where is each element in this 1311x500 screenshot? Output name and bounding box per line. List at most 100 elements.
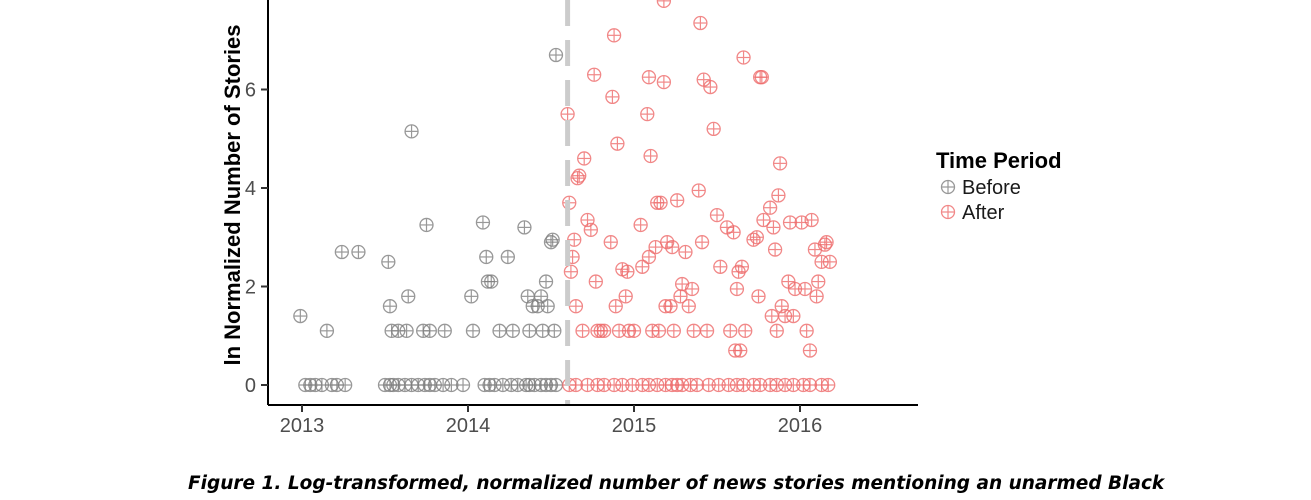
data-point-after [754, 70, 769, 85]
data-point-after [733, 343, 748, 358]
data-point-after [577, 151, 592, 166]
data-point-after [804, 212, 819, 228]
data-point-before [293, 308, 308, 324]
data-point-after [699, 323, 715, 338]
data-point-after [641, 70, 657, 85]
data-point-after [723, 323, 738, 338]
data-point-after [751, 289, 766, 304]
data-point-after [774, 299, 789, 314]
data-point-after [670, 193, 685, 208]
data-point-after [588, 274, 603, 289]
data-point-after [822, 254, 838, 270]
data-point-after [821, 377, 836, 393]
legend-title: Time Period [936, 148, 1062, 173]
data-point-after [610, 136, 625, 151]
data-point-after [809, 289, 824, 304]
y-tick-label: 2 [245, 277, 256, 299]
data-point-after [684, 281, 700, 297]
data-point-after [738, 323, 753, 338]
data-point-before [517, 220, 532, 235]
data-point-before [334, 244, 349, 260]
data-point-after [653, 195, 668, 210]
y-axis-ticks: 0 2 4 6 [245, 80, 268, 397]
data-point-after [635, 259, 650, 274]
data-point-after [563, 264, 579, 279]
data-point-after [656, 74, 672, 90]
data-point-after [767, 242, 783, 257]
x-tick-label: 2016 [778, 415, 823, 437]
figure-caption: Figure 1. Log-transformed, normalized nu… [188, 473, 1165, 494]
data-point-after [696, 72, 711, 87]
data-point-before [545, 232, 560, 247]
data-point-before [464, 289, 479, 304]
legend-label-after: After [962, 202, 1005, 224]
data-point-before [465, 323, 481, 338]
data-point-after [762, 200, 778, 215]
data-point-after [703, 79, 718, 95]
x-tick-label: 2014 [446, 415, 491, 437]
data-point-after [640, 106, 655, 122]
data-point-before [338, 377, 353, 393]
data-point-before [455, 377, 471, 393]
data-point-after [802, 343, 818, 358]
data-point-before [399, 323, 414, 338]
data-point-after [713, 259, 728, 274]
data-point-before [479, 249, 494, 265]
data-point-after [615, 262, 630, 277]
data-point-before [505, 323, 520, 338]
data-point-after [811, 274, 826, 289]
data-point-after [656, 0, 672, 8]
data-point-before [382, 299, 398, 314]
data-point-before [419, 217, 434, 233]
data-point-after [734, 259, 750, 274]
data-point-before [533, 289, 549, 304]
data-point-after [746, 232, 761, 247]
data-point-after [567, 232, 582, 247]
data-point-before [437, 323, 452, 338]
data-point-after [709, 207, 725, 223]
data-point-after [756, 212, 771, 228]
data-point-after [605, 89, 620, 105]
data-point-after [641, 249, 657, 265]
data-point-before [475, 215, 491, 230]
data-point-before [548, 47, 564, 63]
data-point-after [691, 183, 706, 198]
data-point-after [736, 50, 751, 65]
data-point-after [686, 323, 701, 338]
data-point-after [802, 377, 818, 393]
data-point-after [772, 156, 788, 171]
data-point-after [799, 323, 814, 338]
data-point-before [540, 299, 555, 314]
points-layer [293, 0, 838, 393]
data-point-after [665, 239, 680, 255]
y-axis-title: ln Normalized Number of Stories [220, 24, 245, 365]
data-point-after [666, 323, 681, 338]
data-point-after [766, 220, 781, 235]
data-point-after [587, 67, 602, 82]
data-point-after [726, 225, 741, 240]
data-point-after [678, 244, 693, 260]
data-point-after [694, 235, 710, 250]
data-point-after [560, 106, 575, 122]
data-point-after [568, 299, 584, 314]
data-point-after [633, 217, 648, 233]
data-point-before [500, 249, 515, 265]
data-point-after [608, 299, 623, 314]
data-point-before [492, 323, 507, 338]
data-point-after [626, 323, 642, 338]
data-point-after [769, 323, 784, 338]
y-tick-label: 6 [245, 80, 256, 102]
x-tick-label: 2013 [280, 415, 325, 437]
data-point-before [401, 289, 416, 304]
data-point-before [548, 377, 564, 393]
data-point-after [819, 235, 834, 250]
legend-label-before: Before [962, 177, 1021, 199]
y-tick-label: 4 [245, 178, 256, 200]
y-tick-label: 0 [245, 375, 256, 397]
data-point-before [522, 323, 537, 338]
data-point-before [319, 323, 335, 338]
legend-key-before [940, 179, 956, 195]
data-point-after [643, 148, 658, 164]
x-axis-ticks: 2013 2014 2015 2016 [280, 405, 823, 437]
scatter-chart: 2013 2014 2015 2016 0 2 4 6 ln Normalized Numb… [220, 0, 1062, 437]
